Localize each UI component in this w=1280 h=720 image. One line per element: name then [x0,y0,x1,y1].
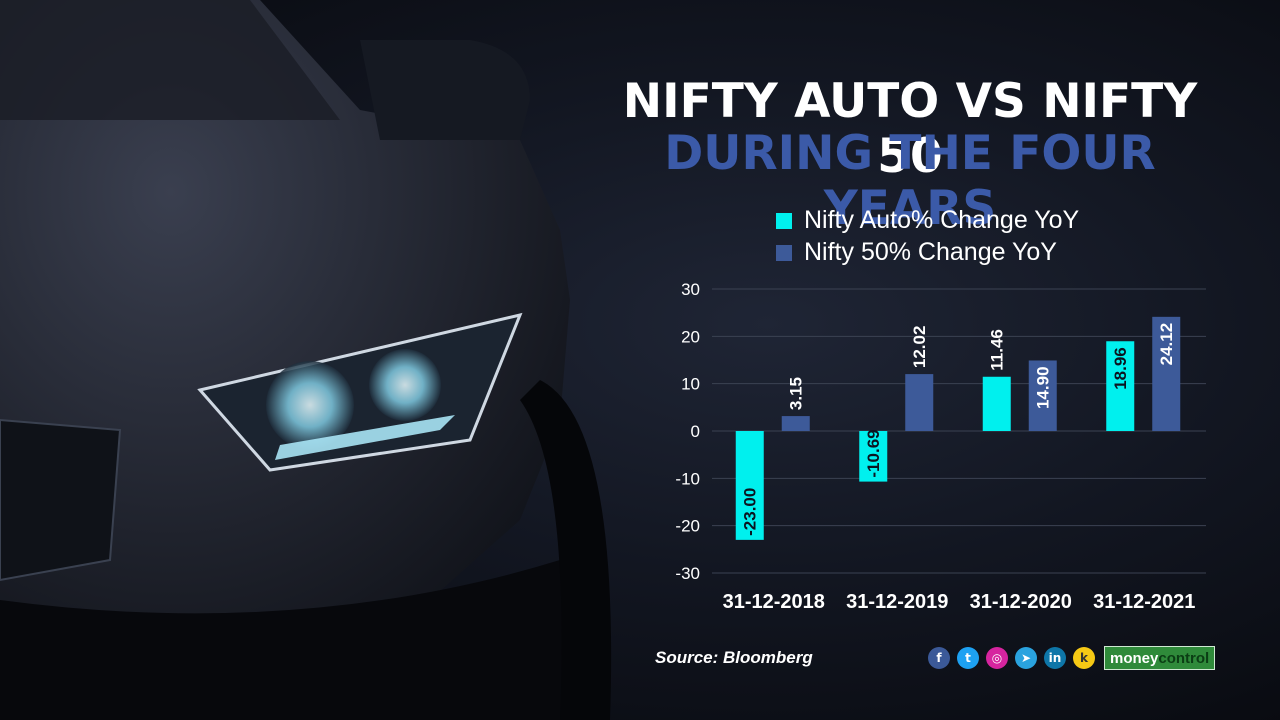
y-tick-label: 10 [681,375,700,394]
y-tick-label: 0 [691,422,700,441]
car-illustration [0,0,612,720]
data-label: 11.46 [988,329,1007,371]
chart-title-line1: NIFTY AUTO VS NIFTY 50 [622,74,1198,184]
x-tick-label: 31-12-2020 [970,591,1072,613]
y-tick-label: 20 [681,327,700,346]
bar [905,374,934,431]
y-tick-label: -10 [675,469,700,488]
y-tick-label: 30 [681,280,700,299]
data-label: 12.02 [910,326,929,369]
bar [1106,341,1135,431]
data-label: -23.00 [741,488,760,536]
telegram-icon[interactable]: ➤ [1015,647,1037,669]
bar [781,416,810,431]
bar [735,431,764,540]
brand-part1: money [1110,649,1159,667]
data-label: 24.12 [1157,323,1176,366]
legend-label-nifty50: Nifty 50% Change YoY [804,238,1057,266]
x-tick-label: 31-12-2018 [723,591,825,613]
y-tick-label: -30 [675,564,700,583]
legend-swatch-auto [776,212,792,229]
data-label: -10.69 [864,429,883,477]
data-label: 18.96 [1111,347,1130,390]
legend-item-nifty50: Nifty 50% Change YoY [776,238,1057,267]
bar [982,376,1011,431]
facebook-icon[interactable]: f [928,647,950,669]
koo-icon[interactable]: k [1073,647,1095,669]
legend-label-auto: Nifty Auto% Change YoY [804,206,1080,234]
twitter-icon[interactable]: t [957,647,979,669]
bar [1152,316,1181,431]
brand-part2: control [1158,649,1210,667]
bar [859,431,888,482]
linkedin-icon[interactable]: in [1044,647,1066,669]
source-note: Source: Bloomberg [655,648,813,667]
legend-item-auto: Nifty Auto% Change YoY [776,206,1079,235]
x-tick-label: 31-12-2021 [1093,591,1195,613]
instagram-icon[interactable]: ◎ [986,647,1008,669]
chart-title-line2: DURING THE FOUR YEARS [664,126,1156,236]
legend-swatch-nifty50 [776,244,792,261]
data-label: 14.90 [1034,366,1053,409]
data-label: 3.15 [787,377,806,410]
x-tick-label: 31-12-2019 [846,591,948,613]
y-tick-label: -20 [675,517,700,536]
bar [1028,360,1057,431]
social-links: f t ◎ ➤ in k money control [928,646,1216,670]
moneycontrol-logo[interactable]: money control [1104,646,1216,670]
